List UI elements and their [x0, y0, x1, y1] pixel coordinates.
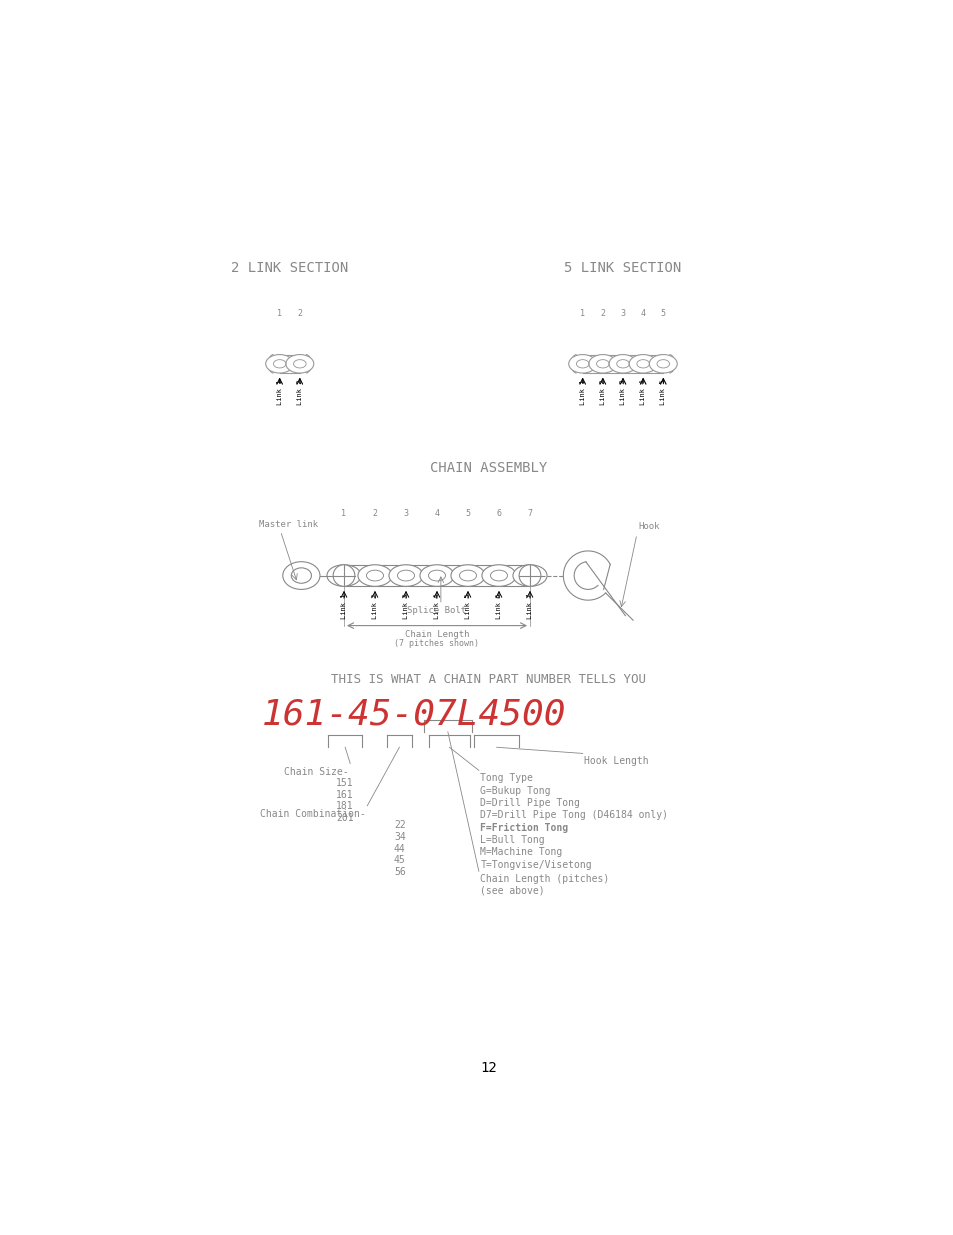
Ellipse shape: [513, 564, 546, 587]
Ellipse shape: [588, 354, 617, 373]
Circle shape: [518, 564, 540, 587]
Ellipse shape: [649, 354, 677, 373]
Ellipse shape: [419, 564, 454, 587]
Ellipse shape: [629, 354, 657, 373]
Text: 2: 2: [599, 309, 605, 317]
Text: 151: 151: [335, 778, 354, 788]
Text: 45: 45: [394, 855, 405, 864]
Text: Link 2: Link 2: [296, 380, 302, 405]
Text: 2: 2: [297, 309, 302, 317]
Text: 5: 5: [465, 509, 470, 517]
Text: 161-45-07L4500: 161-45-07L4500: [261, 697, 565, 731]
Text: Chain Length: Chain Length: [404, 630, 469, 640]
Text: 161: 161: [335, 789, 354, 799]
Text: Tong Type: Tong Type: [480, 773, 533, 783]
Text: THIS IS WHAT A CHAIN PART NUMBER TELLS YOU: THIS IS WHAT A CHAIN PART NUMBER TELLS Y…: [331, 673, 646, 685]
Text: 12: 12: [480, 1061, 497, 1076]
Text: 2: 2: [372, 509, 377, 517]
Ellipse shape: [481, 564, 516, 587]
Text: 34: 34: [394, 832, 405, 842]
Text: Hook Length: Hook Length: [583, 757, 648, 767]
Circle shape: [333, 564, 355, 587]
Text: (see above): (see above): [480, 885, 544, 895]
Text: Chain Length (pitches): Chain Length (pitches): [480, 874, 609, 884]
Text: 7: 7: [527, 509, 532, 517]
Text: 1: 1: [579, 309, 584, 317]
Text: 4: 4: [434, 509, 439, 517]
Text: M=Machine Tong: M=Machine Tong: [480, 847, 562, 857]
Text: Link 1: Link 1: [579, 380, 585, 405]
Text: 5: 5: [660, 309, 665, 317]
Text: D7=Drill Pipe Tong (D46184 only): D7=Drill Pipe Tong (D46184 only): [480, 810, 668, 820]
Text: Link 1: Link 1: [276, 380, 282, 405]
Text: Link 3: Link 3: [619, 380, 625, 405]
Text: Link 4: Link 4: [639, 380, 645, 405]
Ellipse shape: [266, 354, 294, 373]
Text: Link 2: Link 2: [599, 380, 605, 405]
Ellipse shape: [357, 564, 392, 587]
Ellipse shape: [608, 354, 637, 373]
Text: G=Bukup Tong: G=Bukup Tong: [480, 785, 550, 795]
Text: 44: 44: [394, 844, 405, 853]
Text: 4: 4: [640, 309, 645, 317]
Text: 22: 22: [394, 820, 405, 830]
Text: D=Drill Pipe Tong: D=Drill Pipe Tong: [480, 798, 579, 808]
Text: 181: 181: [335, 802, 354, 811]
Text: 3: 3: [619, 309, 625, 317]
Text: Hook: Hook: [638, 522, 659, 531]
Text: T=Tongvise/Visetong: T=Tongvise/Visetong: [480, 860, 592, 869]
Text: CHAIN ASSEMBLY: CHAIN ASSEMBLY: [430, 461, 547, 474]
Text: 5 LINK SECTION: 5 LINK SECTION: [564, 261, 680, 274]
Text: 3: 3: [403, 509, 408, 517]
Ellipse shape: [327, 564, 360, 587]
Text: 6: 6: [496, 509, 501, 517]
Text: Link 6: Link 6: [496, 593, 501, 619]
Text: 1: 1: [341, 509, 346, 517]
Ellipse shape: [389, 564, 422, 587]
Text: Link 3: Link 3: [402, 593, 409, 619]
Ellipse shape: [282, 562, 319, 589]
Ellipse shape: [568, 354, 596, 373]
Text: Link 4: Link 4: [434, 593, 439, 619]
Text: 56: 56: [394, 867, 405, 877]
Text: Link 2: Link 2: [372, 593, 377, 619]
Text: Link 1: Link 1: [340, 593, 347, 619]
Text: Link 5: Link 5: [659, 380, 665, 405]
Ellipse shape: [451, 564, 484, 587]
Ellipse shape: [286, 354, 314, 373]
Text: 1: 1: [277, 309, 282, 317]
Text: (7 pitches shown): (7 pitches shown): [395, 640, 479, 648]
Text: Link 7: Link 7: [526, 593, 533, 619]
Text: F=Friction Tong: F=Friction Tong: [480, 823, 568, 832]
Text: Master link: Master link: [258, 520, 317, 530]
Text: 201: 201: [335, 813, 354, 823]
Text: 2 LINK SECTION: 2 LINK SECTION: [231, 261, 348, 274]
Text: Link 5: Link 5: [464, 593, 471, 619]
Text: Chain Combination-: Chain Combination-: [259, 809, 365, 819]
Text: Splice Bolt: Splice Bolt: [407, 606, 466, 615]
Text: L=Bull Tong: L=Bull Tong: [480, 835, 544, 845]
Text: Chain Size-: Chain Size-: [284, 767, 348, 777]
